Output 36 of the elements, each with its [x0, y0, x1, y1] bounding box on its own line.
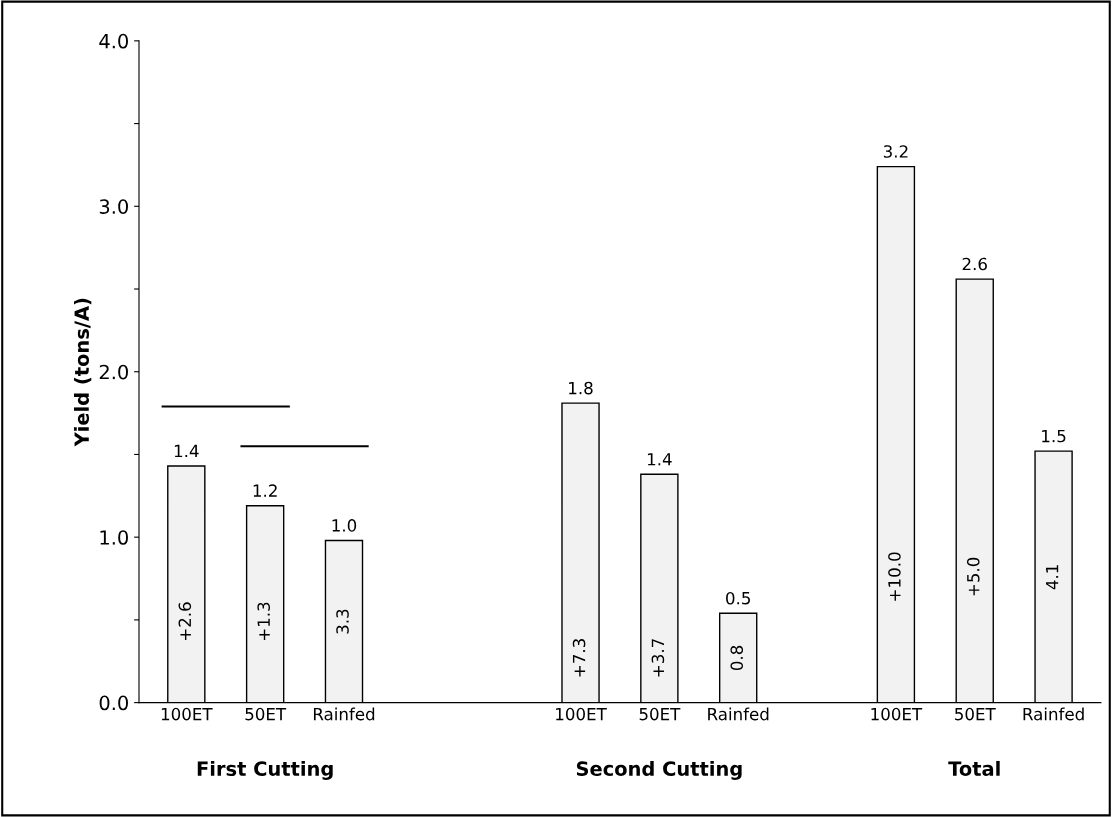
- y-axis-title: Yield (tons/A): [73, 298, 92, 447]
- annotation: +10.0: [888, 552, 901, 601]
- data-label: 1.5: [1042, 429, 1066, 443]
- data-label: 1.4: [647, 453, 672, 466]
- x-tick-label: 100ET: [556, 707, 607, 721]
- annotation: 3.3: [336, 609, 349, 634]
- data-label: 1.8: [569, 381, 593, 395]
- annotation: 0.8: [730, 645, 744, 671]
- annotation: 4.1: [1046, 565, 1059, 590]
- x-tick-label: 100ET: [161, 707, 213, 721]
- text: Second Cutting: [576, 760, 742, 780]
- annotation: +5.0: [966, 557, 980, 596]
- data-label: 1.2: [253, 484, 277, 497]
- x-tick-label: Rainfed: [1023, 707, 1084, 721]
- x-tick-label: 50ET: [955, 707, 996, 721]
- text: First Cutting: [197, 760, 333, 780]
- data-label: 2.6: [962, 257, 987, 271]
- annotation: +2.6: [178, 602, 192, 641]
- annotation: +1.3: [257, 602, 270, 641]
- annotation: +7.3: [572, 639, 586, 677]
- text: Total: [948, 760, 1000, 776]
- x-tick-label: 50ET: [639, 707, 681, 721]
- x-tick-label: Rainfed: [708, 707, 769, 721]
- y-tick-label: 3.0: [99, 199, 128, 214]
- annotation: +3.7: [651, 639, 665, 677]
- x-tick-label: Rainfed: [313, 707, 375, 721]
- data-label: 1.0: [332, 519, 357, 532]
- y-tick-label: 1.0: [100, 530, 128, 545]
- data-label: 0.5: [726, 591, 750, 605]
- data-label: 3.2: [883, 145, 908, 158]
- x-tick-label: 50ET: [245, 707, 287, 721]
- y-tick-label: 0.0: [99, 695, 128, 711]
- y-tick-label: 4.0: [99, 33, 128, 49]
- x-tick-label: 100ET: [871, 707, 923, 721]
- data-label: 1.4: [174, 444, 199, 458]
- y-tick-label: 2.0: [99, 364, 128, 380]
